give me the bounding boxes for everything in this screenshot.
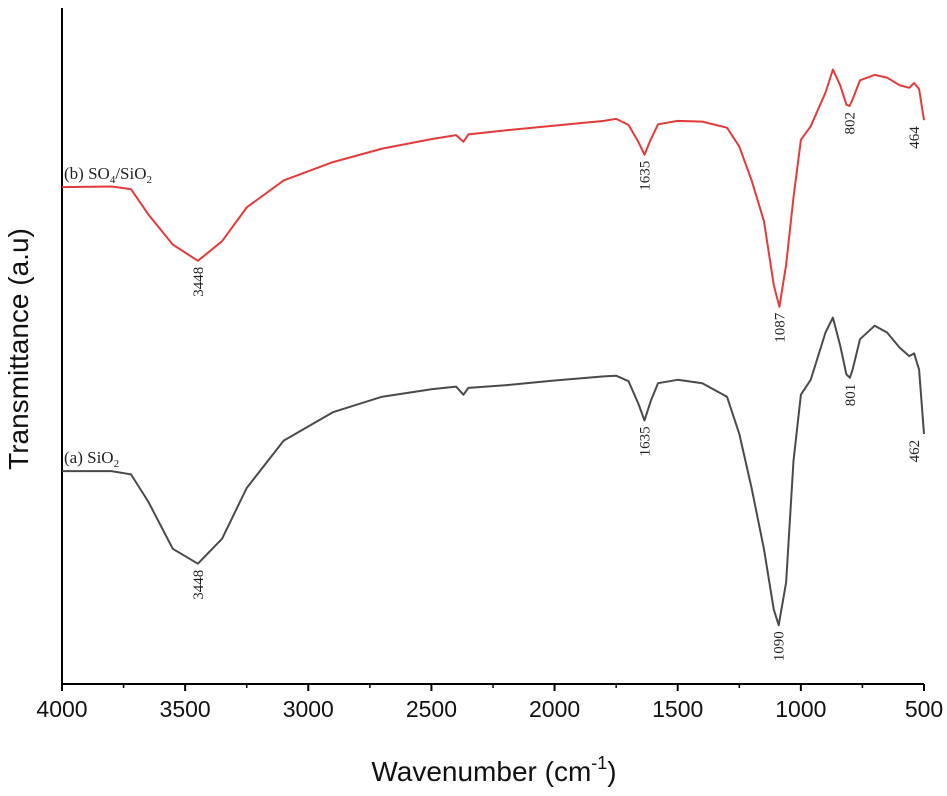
peak-label: 1087	[772, 312, 788, 343]
peak-label: 801	[843, 384, 859, 407]
x-tick-label: 2000	[529, 696, 580, 722]
x-tick-label: 1000	[775, 696, 826, 722]
peak-label: 1635	[638, 161, 654, 191]
x-tick-label: 3000	[283, 696, 334, 722]
x-axis-title-sup: -1	[591, 753, 607, 773]
series-name-b: (b) SO4/SiO2	[64, 164, 152, 186]
x-tick-label: 2500	[406, 696, 457, 722]
peak-label: 462	[907, 440, 923, 463]
x-tick-label: 500	[905, 696, 943, 722]
x-axis-title: Wavenumber (cm-1)	[371, 753, 616, 787]
peak-label: 802	[843, 112, 859, 135]
peak-label: 1635	[638, 426, 654, 456]
x-axis-title-main: Wavenumber (cm	[371, 756, 591, 787]
y-axis-title: Transmittance (a.u)	[3, 228, 34, 470]
series-line-a	[62, 316, 925, 627]
peak-label: 1090	[772, 631, 788, 661]
peak-label: 3448	[191, 570, 207, 600]
labels-layer: (b) SO4/SiO2 (a) SiO2 3448 1635 1087 802 464 34…	[64, 112, 923, 661]
series-layer	[61, 68, 925, 627]
x-tick-label: 3500	[160, 696, 211, 722]
series-line-b	[61, 68, 925, 308]
axes: 4000 3500 3000 2500 2000 1500 1000 500	[36, 8, 943, 722]
series-name-a: (a) SiO2	[64, 448, 119, 470]
x-axis-title-close: )	[607, 756, 616, 787]
x-tick-label: 4000	[36, 696, 87, 722]
peak-label: 3448	[191, 267, 207, 297]
x-tick-label: 1500	[652, 696, 703, 722]
peak-label: 464	[907, 126, 923, 149]
